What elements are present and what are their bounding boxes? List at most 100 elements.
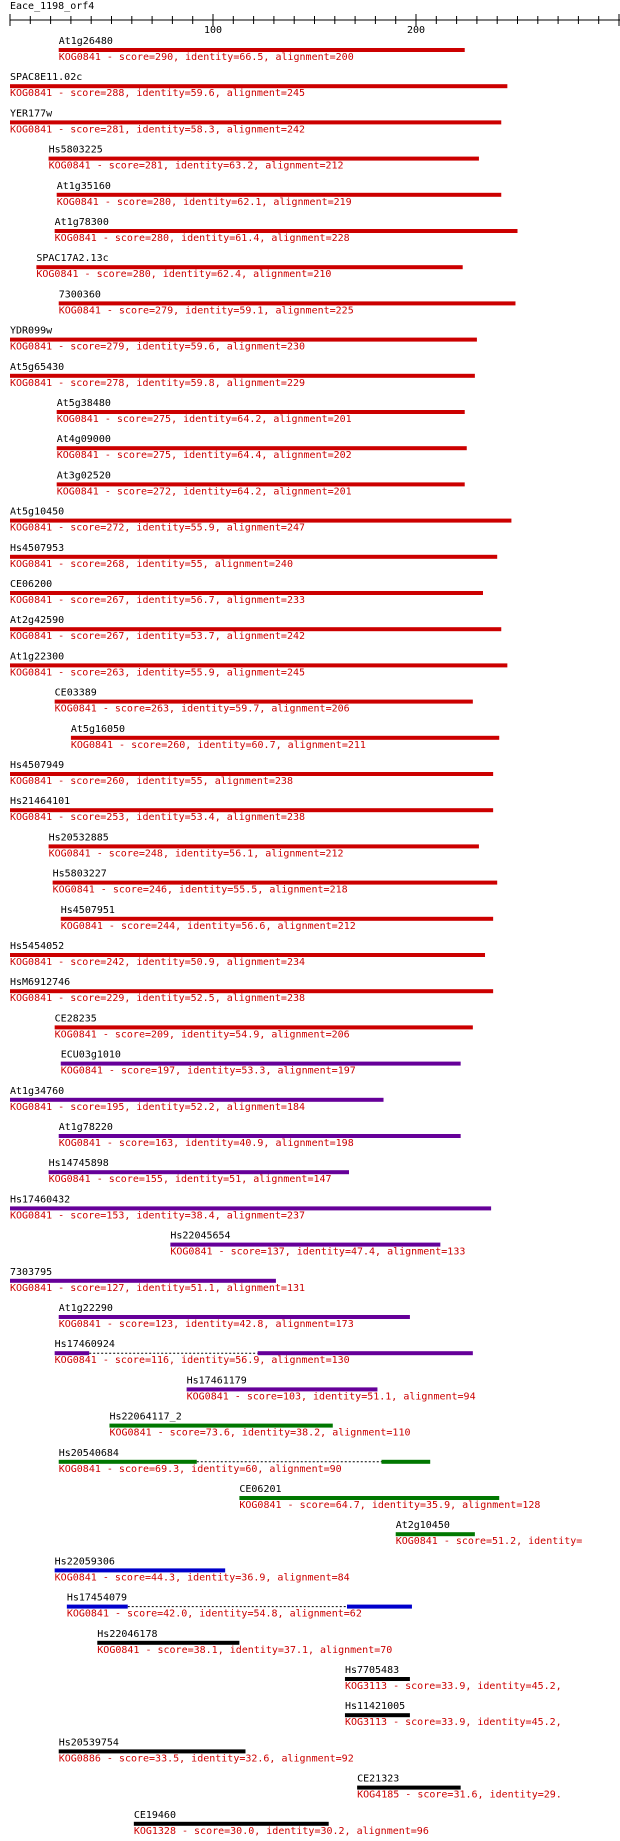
- hit-name[interactable]: At3g02520: [57, 470, 111, 481]
- hit-name[interactable]: At1g22290: [59, 1303, 113, 1314]
- hit-bar[interactable]: [10, 1206, 492, 1211]
- hit-row[interactable]: CE19460 KOG1328 - score=30.0, identity=30…: [133, 1810, 429, 1837]
- hit-name[interactable]: CE21323: [357, 1774, 399, 1785]
- hit-row[interactable]: Hs4507953 KOG0841 - score=268, identity=5…: [10, 543, 498, 570]
- hit-bar[interactable]: [56, 192, 502, 197]
- hit-row[interactable]: 7303795 KOG0841 - score=127, identity=51.…: [10, 1267, 305, 1294]
- hit-row[interactable]: SPAC8E11.02c KOG0841 - score=288, identit…: [10, 72, 508, 99]
- hit-name[interactable]: At5g65430: [10, 362, 64, 373]
- hit-row[interactable]: At4g09000 KOG0841 - score=275, identity=6…: [56, 434, 467, 461]
- hit-name[interactable]: CE06200: [10, 579, 52, 590]
- hit-row[interactable]: Hs20539754 KOG0886 - score=33.5, identity…: [58, 1737, 354, 1764]
- hit-bar[interactable]: [60, 916, 494, 921]
- hit-bar[interactable]: [170, 1242, 441, 1247]
- hit-bar[interactable]: [58, 1459, 197, 1464]
- hit-bar[interactable]: [346, 1604, 412, 1609]
- hit-bar[interactable]: [54, 699, 473, 704]
- hit-name[interactable]: Hs22045654: [170, 1231, 230, 1242]
- hit-name[interactable]: Hs4507949: [10, 760, 64, 771]
- hit-row[interactable]: Hs22046178 KOG0841 - score=38.1, identity…: [97, 1629, 392, 1656]
- hit-name[interactable]: Hs17454079: [67, 1593, 127, 1604]
- hit-row[interactable]: Hs7705483 KOG3113 - score=33.9, identity=…: [344, 1665, 562, 1692]
- hit-bar[interactable]: [10, 989, 494, 994]
- hit-bar[interactable]: [70, 735, 500, 740]
- hit-name[interactable]: Hs20532885: [49, 832, 109, 843]
- hit-bar[interactable]: [54, 1568, 226, 1573]
- hit-row[interactable]: CE06201 KOG0841 - score=64.7, identity=35…: [239, 1484, 540, 1511]
- hit-row[interactable]: Hs17461179 KOG0841 - score=103, identity=…: [186, 1375, 476, 1402]
- hit-name[interactable]: At4g09000: [57, 434, 111, 445]
- hit-row[interactable]: Hs20540684 KOG0841 - score=69.3, identity…: [58, 1448, 431, 1475]
- hit-name[interactable]: Hs20539754: [59, 1737, 119, 1748]
- hit-name[interactable]: Hs7705483: [345, 1665, 399, 1676]
- hit-name[interactable]: Hs5803225: [49, 145, 103, 156]
- hit-bar[interactable]: [357, 1785, 461, 1790]
- hit-name[interactable]: CE19460: [134, 1810, 176, 1821]
- hit-name[interactable]: Hs14745898: [49, 1158, 109, 1169]
- hit-row[interactable]: Hs17460924 KOG0841 - score=116, identity=…: [54, 1339, 473, 1366]
- hit-row[interactable]: Hs22064117_2 KOG0841 - score=73.6, identi…: [109, 1412, 411, 1439]
- hit-bar[interactable]: [97, 1640, 240, 1645]
- hit-bar[interactable]: [10, 337, 477, 342]
- hit-name[interactable]: Hs22059306: [55, 1556, 115, 1567]
- hit-name[interactable]: YDR099w: [10, 326, 53, 337]
- hit-row[interactable]: YDR099w KOG0841 - score=279, identity=59.…: [10, 326, 477, 353]
- hit-bar[interactable]: [344, 1713, 410, 1718]
- hit-bar[interactable]: [344, 1677, 410, 1681]
- hit-bar[interactable]: [66, 1604, 128, 1609]
- hit-bar[interactable]: [133, 1821, 329, 1826]
- hit-bar[interactable]: [58, 1749, 246, 1754]
- hit-bar[interactable]: [10, 120, 502, 125]
- hit-name[interactable]: Hs17460924: [55, 1339, 115, 1350]
- hit-bar[interactable]: [10, 663, 508, 668]
- hit-bar[interactable]: [54, 1025, 473, 1030]
- hit-bar[interactable]: [10, 84, 508, 89]
- hit-name[interactable]: CE03389: [55, 688, 97, 699]
- hit-name[interactable]: CE28235: [55, 1013, 97, 1024]
- hit-row[interactable]: Hs5803227 KOG0841 - score=246, identity=5…: [52, 869, 498, 896]
- hit-bar[interactable]: [58, 1315, 410, 1319]
- hit-row[interactable]: At1g34760 KOG0841 - score=195, identity=5…: [10, 1086, 384, 1113]
- hit-bar[interactable]: [10, 772, 494, 776]
- hit-row[interactable]: Hs5803225 KOG0841 - score=281, identity=6…: [48, 145, 479, 172]
- hit-row[interactable]: CE21323 KOG4185 - score=31.6, identity=29…: [357, 1774, 562, 1801]
- hit-bar[interactable]: [54, 229, 518, 233]
- hit-name[interactable]: SPAC8E11.02c: [10, 72, 82, 83]
- hit-bar[interactable]: [10, 953, 486, 957]
- hit-name[interactable]: At5g16050: [71, 724, 125, 735]
- hit-name[interactable]: At1g34760: [10, 1086, 64, 1097]
- hit-name[interactable]: At1g26480: [59, 36, 113, 47]
- hit-bar[interactable]: [48, 156, 479, 161]
- hit-row[interactable]: CE03389 KOG0841 - score=263, identity=59.…: [54, 688, 473, 715]
- hit-row[interactable]: Hs14745898 KOG0841 - score=155, identity=…: [48, 1158, 350, 1185]
- hit-row[interactable]: At5g10450 KOG0841 - score=272, identity=5…: [10, 507, 512, 534]
- hit-name[interactable]: Hs22046178: [97, 1629, 157, 1640]
- hit-name[interactable]: ECU03g1010: [61, 1050, 121, 1061]
- hit-bar[interactable]: [10, 591, 483, 595]
- hit-bar[interactable]: [381, 1459, 431, 1464]
- hit-row[interactable]: At1g26480 KOG0841 - score=290, identity=6…: [58, 36, 465, 63]
- hit-row[interactable]: 7300360 KOG0841 - score=279, identity=59.…: [58, 289, 516, 316]
- hit-row[interactable]: Hs11421005 KOG3113 - score=33.9, identity…: [344, 1701, 562, 1728]
- hit-bar[interactable]: [10, 373, 475, 378]
- hit-bar[interactable]: [10, 554, 498, 559]
- hit-name[interactable]: At1g78300: [55, 217, 109, 228]
- hit-row[interactable]: Hs4507951 KOG0841 - score=244, identity=5…: [60, 905, 494, 932]
- hit-row[interactable]: At2g42590 KOG0841 - score=267, identity=5…: [10, 615, 502, 642]
- hit-row[interactable]: At1g78300 KOG0841 - score=280, identity=6…: [54, 217, 518, 244]
- hit-name[interactable]: Hs5803227: [53, 869, 107, 880]
- hit-bar[interactable]: [60, 1061, 461, 1066]
- hit-bar[interactable]: [48, 844, 479, 849]
- hit-row[interactable]: HsM6912746 KOG0841 - score=229, identity=…: [10, 977, 494, 1004]
- hit-bar[interactable]: [10, 627, 502, 632]
- hit-name[interactable]: SPAC17A2.13c: [36, 253, 108, 264]
- hit-row[interactable]: At1g35160 KOG0841 - score=280, identity=6…: [56, 181, 502, 208]
- hit-name[interactable]: At5g10450: [10, 507, 64, 518]
- hit-row[interactable]: At2g10450 KOG0841 - score=51.2, identity=: [395, 1520, 583, 1547]
- hit-row[interactable]: YER177w KOG0841 - score=281, identity=58.…: [10, 108, 502, 135]
- hit-name[interactable]: Hs17460432: [10, 1194, 70, 1205]
- hit-bar[interactable]: [10, 1278, 276, 1283]
- hit-row[interactable]: Hs21464101 KOG0841 - score=253, identity=…: [10, 796, 494, 823]
- hit-row[interactable]: At5g16050 KOG0841 - score=260, identity=6…: [70, 724, 500, 751]
- hit-name[interactable]: Hs11421005: [345, 1701, 405, 1712]
